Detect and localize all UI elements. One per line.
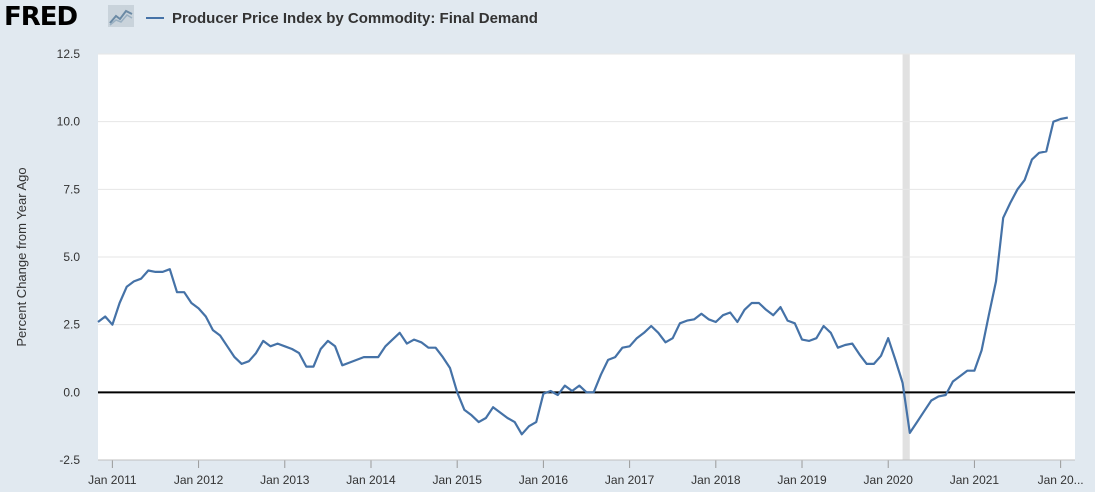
y-tick-label: 0.0 — [63, 385, 80, 399]
x-tick-label: Jan 2015 — [432, 473, 482, 487]
y-tick-label: 5.0 — [63, 250, 80, 264]
legend: Producer Price Index by Commodity: Final… — [146, 8, 538, 28]
x-tick-label: Jan 2011 — [88, 473, 137, 487]
x-tick-label: Jan 2021 — [950, 473, 1000, 487]
y-tick-label: 12.5 — [57, 47, 81, 61]
x-tick-label: Jan 2020 — [864, 473, 914, 487]
legend-label[interactable]: Producer Price Index by Commodity: Final… — [172, 9, 538, 27]
series-line — [97, 116, 1069, 436]
chart-header: FRED Producer Price Index by Commodity: … — [0, 0, 1095, 36]
line-chart: -2.5 0.0 2.5 5.0 7.5 10.0 12.5 Jan 2011 Jan 2012… — [14, 47, 1084, 487]
x-tick-label: Jan 2014 — [346, 473, 396, 487]
y-tick-label: 2.5 — [63, 318, 80, 332]
y-axis-label: Percent Change from Year Ago — [14, 167, 29, 346]
fred-logo[interactable]: FRED — [4, 2, 78, 32]
x-tick-label: Jan 2012 — [174, 473, 224, 487]
x-tick-label: Jan 2016 — [519, 473, 569, 487]
y-tick-label: -2.5 — [59, 453, 80, 467]
x-tick-label: Jan 2013 — [260, 473, 310, 487]
y-tick-label: 10.0 — [57, 115, 81, 129]
x-tick-label: Jan 20... — [1038, 473, 1084, 487]
x-tick-label: Jan 2018 — [691, 473, 741, 487]
x-tick-label: Jan 2019 — [777, 473, 827, 487]
chart-line-icon — [108, 5, 134, 27]
legend-swatch — [146, 17, 164, 19]
x-tick-label: Jan 2017 — [605, 473, 655, 487]
y-tick-label: 7.5 — [63, 182, 80, 196]
